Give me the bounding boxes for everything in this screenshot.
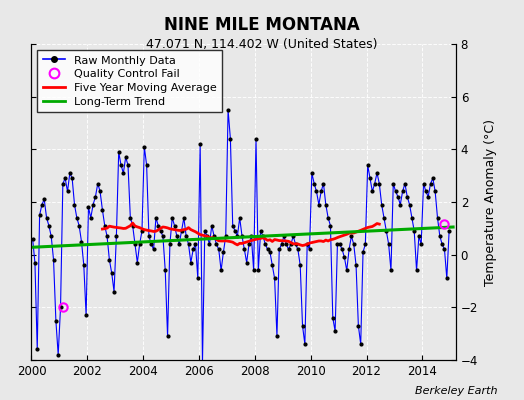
Y-axis label: Temperature Anomaly (°C): Temperature Anomaly (°C) [484,118,497,286]
Text: Berkeley Earth: Berkeley Earth [416,386,498,396]
Text: NINE MILE MONTANA: NINE MILE MONTANA [164,16,360,34]
Legend: Raw Monthly Data, Quality Control Fail, Five Year Moving Average, Long-Term Tren: Raw Monthly Data, Quality Control Fail, … [37,50,222,112]
Text: 47.071 N, 114.402 W (United States): 47.071 N, 114.402 W (United States) [146,38,378,51]
